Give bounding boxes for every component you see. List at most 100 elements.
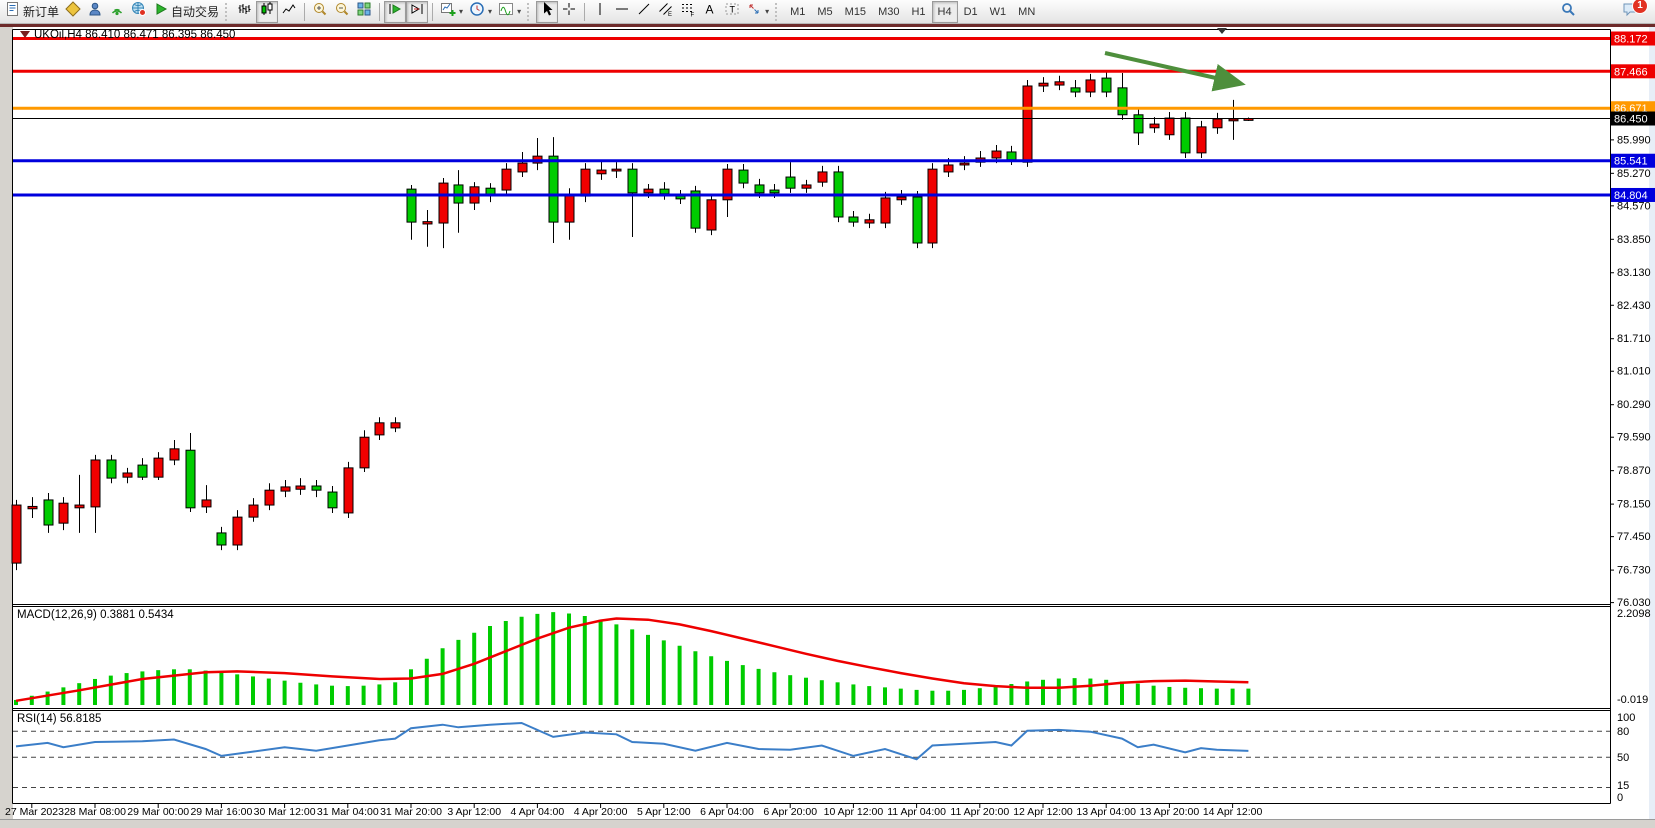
candle-body — [627, 168, 638, 194]
dropdown-caret-icon: ▾ — [517, 7, 522, 16]
bar-chart-button[interactable] — [234, 1, 256, 23]
timeframe-h1[interactable]: H1 — [905, 1, 931, 23]
zoom-in-icon — [312, 1, 328, 22]
signals-button[interactable] — [106, 1, 128, 23]
line-chart-icon — [281, 1, 297, 22]
toolbar-separator — [775, 2, 781, 21]
price-tick-label: 80.290 — [1617, 399, 1651, 411]
candle-body — [643, 188, 654, 194]
candle-body — [848, 216, 859, 223]
candle-body — [343, 467, 354, 514]
template-menu-button[interactable]: ▾ — [495, 1, 524, 23]
market-button[interactable] — [128, 1, 150, 23]
candle-body — [1196, 126, 1207, 154]
horizontal-line-icon — [614, 1, 630, 22]
text-button[interactable]: A — [699, 1, 721, 23]
new-order-button[interactable]: 新订单 — [2, 1, 62, 23]
period-menu-button[interactable]: ▾ — [466, 1, 495, 23]
new-chart-icon — [440, 1, 456, 22]
new-order-button-label: 新订单 — [23, 5, 60, 19]
chart-shift-button[interactable] — [406, 0, 429, 23]
new-chart-button[interactable]: ▾ — [437, 1, 466, 23]
timeframe-m15[interactable]: M15 — [839, 1, 872, 23]
candle-body — [1117, 87, 1128, 116]
time-tick-label: 29 Mar 00:00 — [127, 806, 189, 818]
search-button[interactable] — [1557, 1, 1579, 23]
time-tick-label: 27 Mar 2023 — [5, 806, 64, 818]
candle-body — [801, 184, 812, 189]
trend-arrow-annotation[interactable] — [1104, 51, 1246, 92]
svg-text:A: A — [706, 3, 714, 17]
tile-windows-button[interactable] — [353, 1, 375, 23]
status-bar — [0, 819, 1655, 828]
cursor-button[interactable] — [536, 0, 559, 23]
macd-signal-line — [15, 617, 1249, 703]
right-scroll-strip[interactable] — [1649, 27, 1655, 819]
scroll-position-marker[interactable] — [1217, 28, 1227, 34]
text-label-button[interactable]: T — [721, 1, 743, 23]
autotrading-icon — [153, 1, 169, 22]
chart-symbol-title: UKOil,H4 86.410 86.471 86.395 86.450 — [34, 29, 235, 41]
rsi-scale-80: 80 — [1617, 726, 1629, 738]
candle-body — [517, 162, 528, 173]
autotrading-button[interactable]: 自动交易 — [150, 1, 222, 23]
candle-body — [122, 472, 133, 478]
timeframe-h1-label: H1 — [911, 5, 926, 18]
fibonacci-button[interactable]: F — [677, 1, 699, 23]
candle-body — [1070, 87, 1081, 93]
toolbar-separator — [304, 2, 306, 21]
candlestick-chart-button[interactable] — [256, 0, 279, 23]
chart-background — [13, 27, 1649, 819]
trendline-button[interactable] — [633, 1, 655, 23]
candle-body — [548, 155, 559, 223]
timeframe-m30[interactable]: M30 — [872, 1, 905, 23]
candle-body — [991, 150, 1002, 159]
period-menu-icon — [469, 1, 485, 22]
price-badge-87.466 — [1611, 64, 1655, 79]
symbol-dropdown-icon[interactable] — [20, 31, 30, 38]
time-tick-label: 30 Mar 12:00 — [254, 806, 316, 818]
arrows-button[interactable]: ▾ — [743, 1, 772, 23]
price-tick-label: 82.430 — [1617, 300, 1651, 312]
notification-badge: 1 — [1632, 0, 1648, 14]
time-tick-label: 29 Mar 16:00 — [190, 806, 252, 818]
price-badge-86.450 — [1611, 111, 1655, 126]
candle-body — [137, 464, 148, 478]
auto-scroll-button[interactable] — [384, 0, 407, 23]
price-tick-label: 78.150 — [1617, 499, 1651, 511]
time-tick-label: 31 Mar 04:00 — [317, 806, 379, 818]
time-tick-label: 28 Mar 08:00 — [64, 806, 126, 818]
candle-body — [943, 164, 954, 173]
channel-icon: E — [658, 1, 674, 22]
channel-button[interactable]: E — [655, 1, 677, 23]
timeframe-h4[interactable]: H4 — [931, 0, 958, 23]
timeframe-w1[interactable]: W1 — [984, 1, 1013, 23]
rsi-scale-100: 100 — [1617, 712, 1635, 724]
timeframe-m5-label: M5 — [817, 5, 833, 18]
timeframe-m5[interactable]: M5 — [811, 1, 838, 23]
zoom-in-button[interactable] — [309, 1, 331, 23]
timeframe-m1[interactable]: M1 — [784, 1, 811, 23]
dropdown-caret-icon: ▾ — [459, 7, 464, 16]
vertical-line-button[interactable] — [589, 1, 611, 23]
timeframe-d1[interactable]: D1 — [958, 1, 984, 23]
timeframe-mn[interactable]: MN — [1012, 1, 1041, 23]
candle-body — [422, 221, 433, 225]
candle-body — [248, 504, 259, 518]
navigator-button[interactable] — [84, 1, 106, 23]
line-chart-button[interactable] — [278, 1, 300, 23]
zoom-out-button[interactable] — [331, 1, 353, 23]
crosshair-button[interactable] — [558, 1, 580, 23]
candle-body — [11, 504, 22, 564]
chat-button[interactable]: 1 — [1619, 0, 1648, 23]
template-menu-icon — [498, 1, 514, 22]
chart-shift-icon — [409, 1, 425, 22]
chart-cursor-button[interactable] — [62, 1, 84, 23]
candle-body — [390, 422, 401, 429]
candle-body — [880, 197, 891, 224]
price-badge-label: 88.172 — [1614, 34, 1648, 46]
horizontal-line-button[interactable] — [611, 1, 633, 23]
candle-body — [785, 176, 796, 189]
toolbar-separator — [584, 2, 586, 21]
